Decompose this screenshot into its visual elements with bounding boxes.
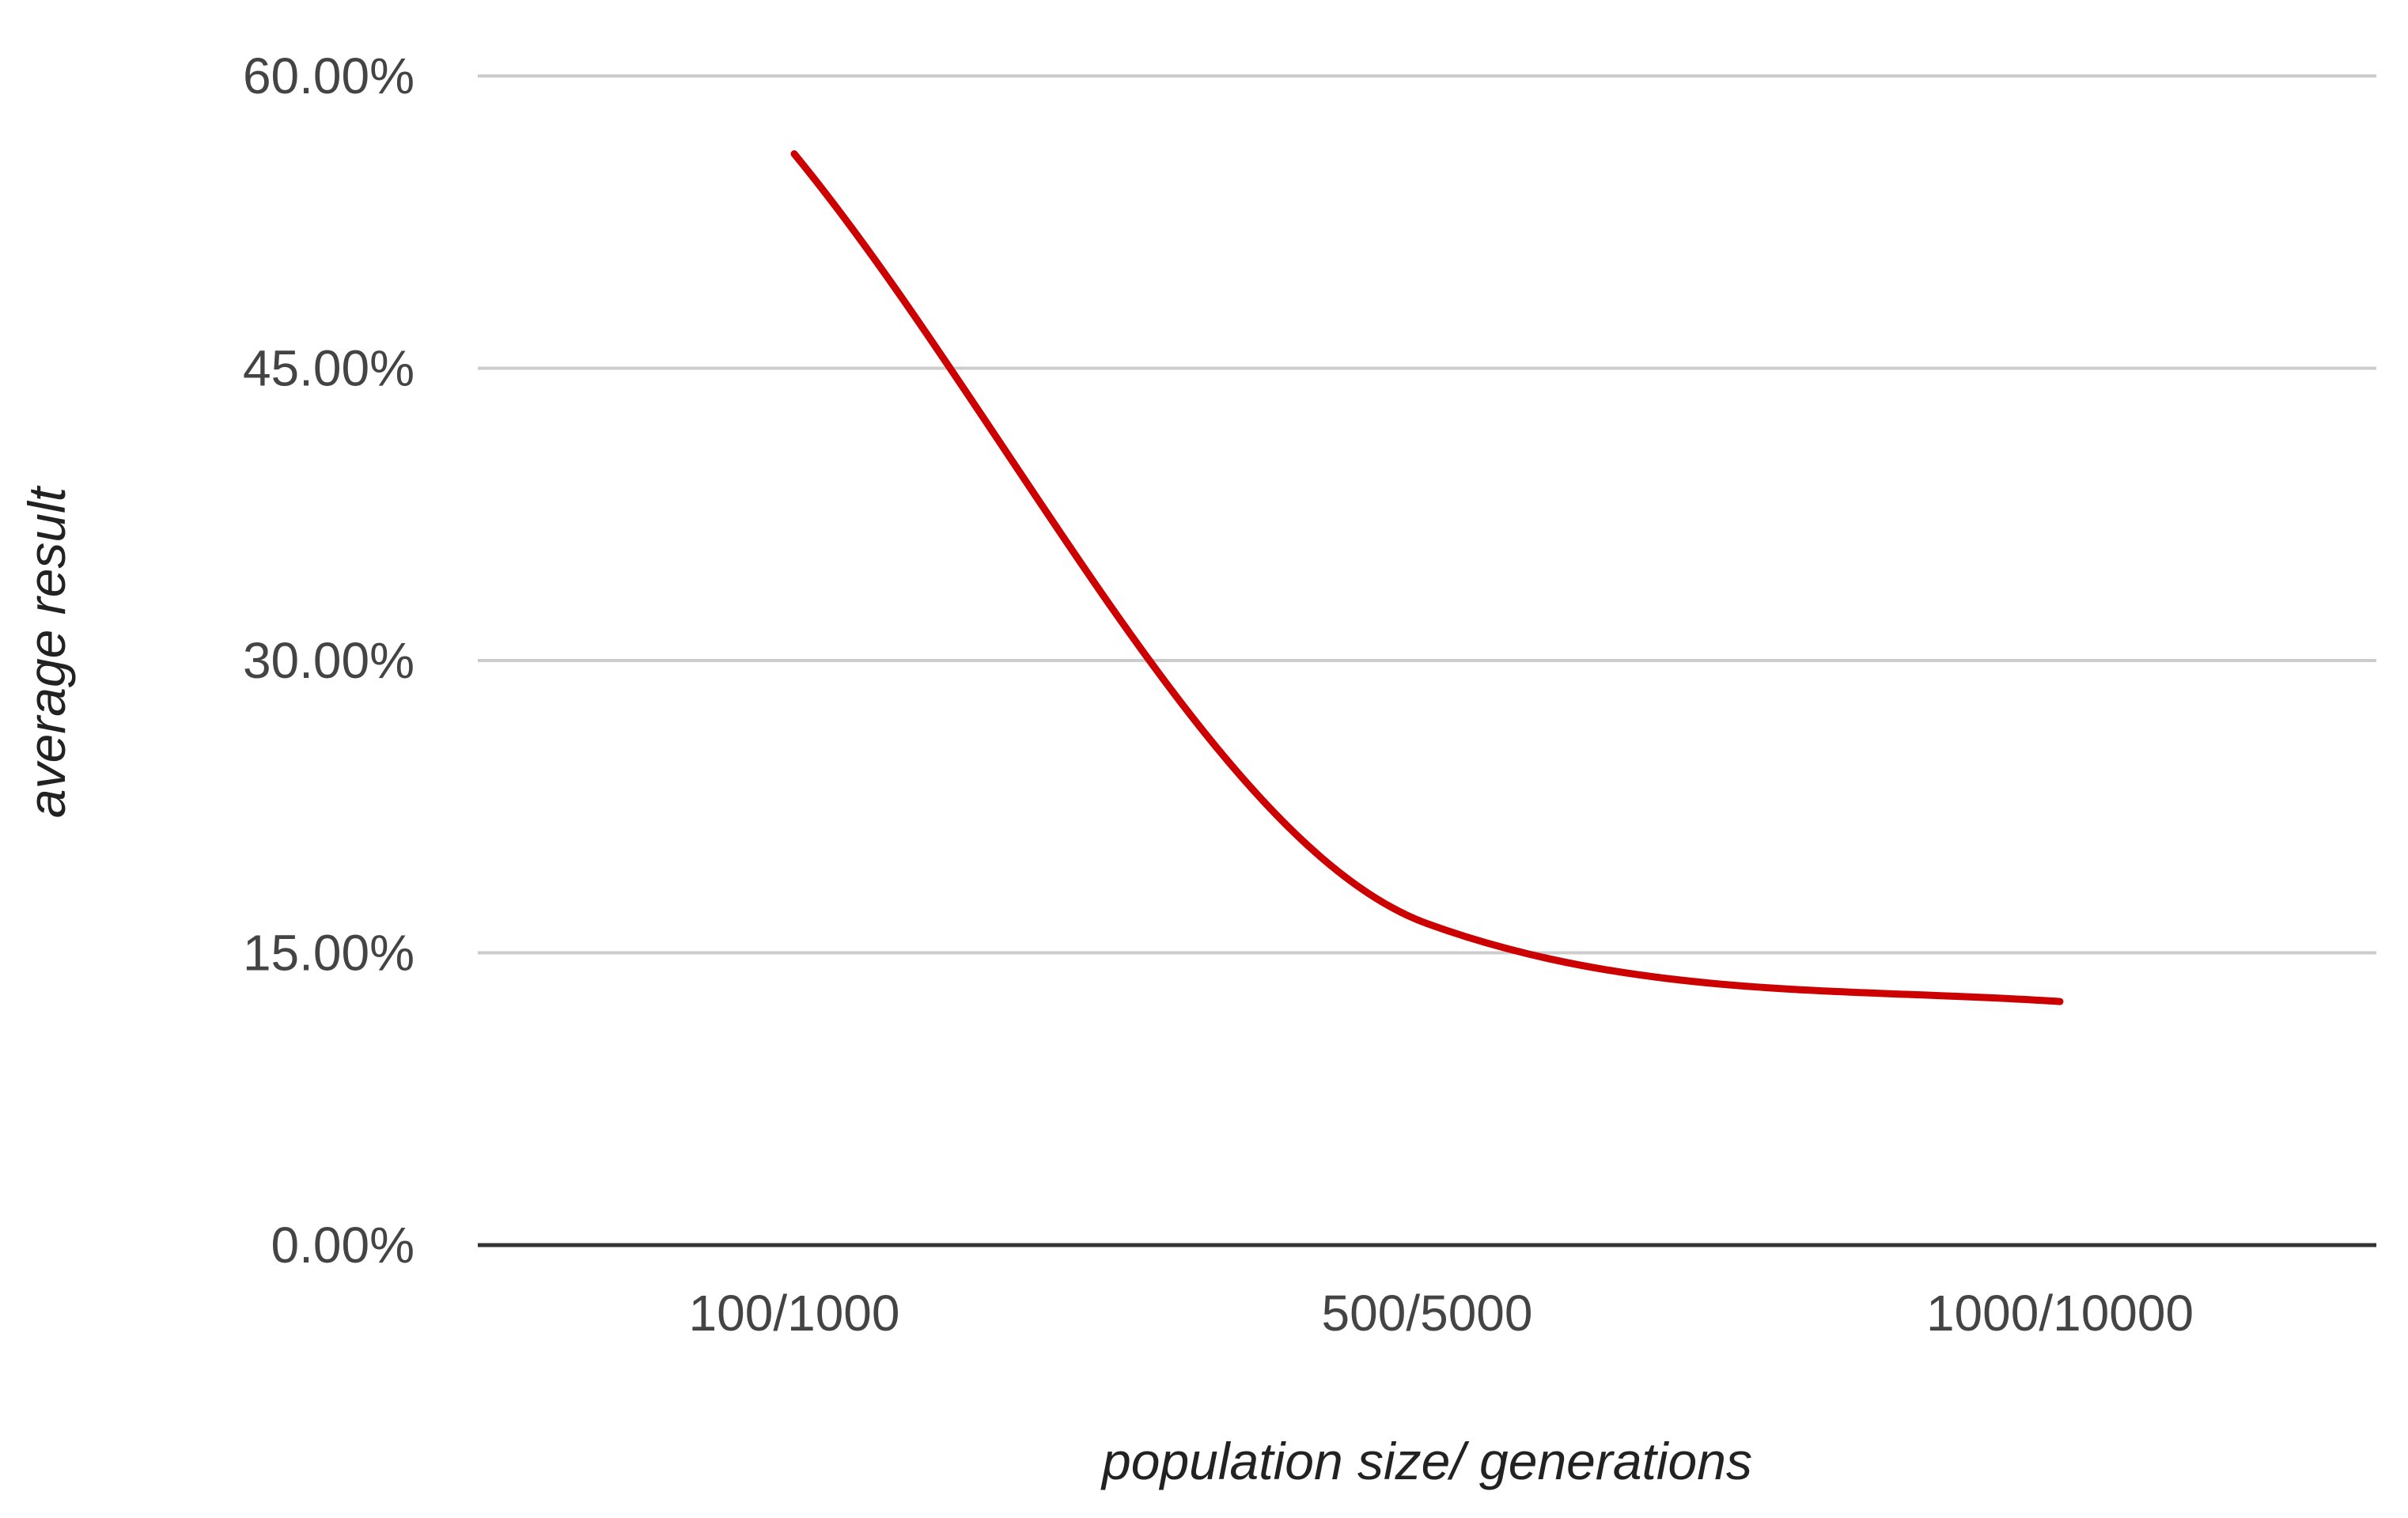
y-tick-label: 15.00%	[243, 925, 415, 982]
y-axis-tick-labels: 0.00% 15.00% 30.00% 45.00% 60.00%	[243, 47, 415, 1274]
y-tick-label: 45.00%	[243, 340, 415, 397]
series-lines	[790, 150, 2064, 1005]
x-tick-label: 500/5000	[1322, 1285, 1533, 1342]
series-line	[790, 150, 2064, 1005]
y-tick-label: 60.00%	[243, 47, 415, 104]
y-tick-label: 30.00%	[243, 632, 415, 689]
x-tick-label: 100/1000	[689, 1285, 900, 1342]
gridlines	[478, 74, 2376, 955]
y-tick-label: 0.00%	[271, 1217, 415, 1274]
x-tick-label: 1000/10000	[1926, 1285, 2194, 1342]
y-axis-title: average result	[17, 485, 76, 818]
x-axis-tick-labels: 100/1000 500/5000 1000/10000	[689, 1285, 2194, 1342]
x-axis-title: population size/ generations	[1100, 1432, 1752, 1490]
